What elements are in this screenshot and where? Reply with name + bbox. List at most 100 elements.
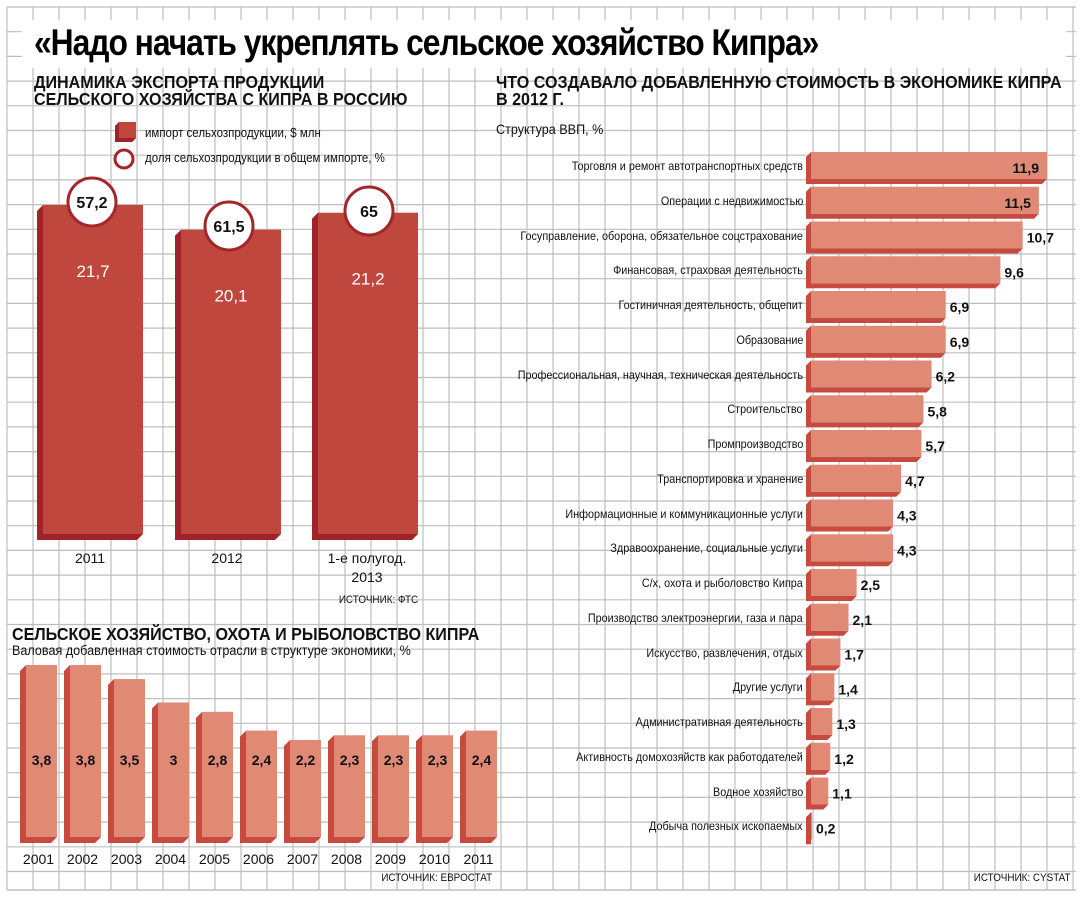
bar-icon	[115, 122, 136, 142]
agri-x-label: 2004	[155, 851, 186, 867]
gdp-bar-label: 4,3	[897, 542, 917, 558]
gdp-category-label: Образование	[736, 332, 803, 347]
export-x-label-2012: 2012	[211, 550, 243, 566]
gdp-bar-label: 1,4	[838, 681, 858, 697]
page-title: «Надо начать укреплять сельское хозяйств…	[34, 22, 819, 63]
gdp-bar-label: 5,7	[925, 438, 945, 454]
gdp-category-label: Транспортировка и хранение	[656, 471, 803, 486]
agri-bar-label: 3,5	[120, 752, 140, 768]
gdp-category-label: С/х, охота и рыболовство Кипра	[642, 576, 803, 590]
gdp-bar-label: 1,7	[844, 647, 864, 663]
legend-label-import: импорт сельхозпродукции, $ млн	[145, 126, 321, 140]
gdp-bar-label: 1,3	[836, 716, 856, 732]
agri-x-label: 2006	[243, 851, 274, 867]
gdp-category-label: Информационные и коммуникационные услуги	[565, 506, 803, 521]
agri-bar	[328, 735, 365, 843]
agri-x-label: 2005	[199, 851, 230, 867]
gdp-category-label: Водное хозяйство	[712, 784, 803, 799]
gdp-category-label: Административная деятельность	[635, 715, 803, 729]
gdp-bar-label: 4,7	[905, 473, 925, 489]
agri-bar	[196, 711, 233, 843]
export-chart: 21,7 20,1 21,2 57,2 61,5 65	[37, 176, 418, 540]
gdp-bar	[806, 742, 831, 775]
gdp-bar	[806, 152, 1047, 184]
gdp-bar-label: 0,2	[816, 820, 836, 836]
gdp-bar	[806, 325, 946, 358]
export-source: ИСТОЧНИК: ФТС	[338, 594, 418, 606]
agri-bar	[108, 679, 145, 843]
gdp-bar	[806, 812, 812, 845]
gdp-source: ИСТОЧНИК: CYSTAT	[973, 872, 1070, 884]
export-bar	[175, 229, 281, 540]
gdp-bar-label: 11,5	[1004, 195, 1031, 211]
gdp-category-label: Промпроизводство	[707, 437, 803, 451]
gdp-bar	[806, 221, 1023, 254]
gdp-bar	[806, 777, 829, 810]
gdp-bar	[806, 430, 922, 462]
gdp-category-label: Торговля и ремонт автотранспортных средс…	[571, 159, 803, 173]
agri-x-label: 2009	[375, 851, 406, 867]
share-circle-label: 57,2	[76, 195, 107, 212]
agri-bar	[64, 665, 101, 843]
share-circle	[203, 200, 255, 252]
gdp-chart-title-line-2: В 2012 Г.	[496, 89, 564, 109]
gdp-bar	[806, 395, 924, 428]
gdp-category-label: Финансовая, страховая деятельность	[613, 263, 803, 278]
agri-bar-label: 3,8	[76, 752, 96, 768]
agri-bar	[152, 702, 189, 843]
export-bar-label: 20,1	[214, 287, 247, 306]
gdp-category-label: Другие услуги	[733, 680, 803, 695]
gdp-category-label: Активность домохозяйств как работодателе…	[576, 749, 803, 764]
agri-bar	[240, 730, 277, 843]
share-circle	[343, 185, 395, 237]
gdp-chart: 11,9 11,5 10,7 9,6 6,9 6,9 6,2 5,8 5,7 4,7 4,3 4,3 2…	[806, 152, 1054, 845]
agri-bar	[416, 735, 453, 843]
agri-bar-label: 2,3	[384, 752, 404, 768]
gdp-bar-label: 6,9	[950, 299, 970, 315]
gdp-bar-label: 6,9	[950, 334, 970, 350]
agri-chart: 3,8 2001 3,8 2002 3,5 2003 3 2004 2,8 2005 2,4 2006…	[20, 665, 497, 867]
gdp-category-label: Здравоохранение, социальные услуги	[610, 541, 803, 556]
agri-bar-label: 3	[170, 752, 178, 768]
export-bar	[312, 212, 418, 540]
gdp-category-label: Добыча полезных ископаемых	[649, 819, 803, 834]
gdp-bar-label: 10,7	[1027, 230, 1054, 246]
gdp-bar-label: 2,5	[861, 577, 881, 593]
gdp-bar	[806, 360, 932, 393]
agri-bar-label: 2,4	[252, 752, 272, 768]
share-circle	[66, 176, 118, 228]
gdp-bar	[806, 638, 841, 671]
gdp-bar	[806, 569, 857, 601]
gdp-category-label: Гостиничная деятельность, общепит	[618, 298, 803, 312]
gdp-bar-label: 5,8	[927, 403, 947, 419]
gdp-bar	[806, 673, 835, 706]
gdp-bar-label: 6,2	[936, 369, 956, 385]
agri-chart-title: СЕЛЬСКОЕ ХОЗЯЙСТВО, ОХОТА И РЫБОЛОВСТВО …	[12, 624, 480, 644]
gdp-category-label: Строительство	[727, 402, 803, 417]
agri-bar-label: 2,8	[208, 752, 228, 768]
agri-x-label: 2001	[23, 851, 54, 867]
export-x-label-2011: 2011	[74, 550, 106, 566]
gdp-category-label: Профессиональная, научная, техническая д…	[517, 367, 803, 382]
agri-bar	[460, 730, 497, 843]
gdp-bar	[806, 291, 946, 323]
export-x-label-2013-line-1: 1-е полугод.	[327, 550, 407, 566]
title-box	[22, 20, 1066, 68]
legend-icons	[113, 122, 136, 170]
export-x-label-2013-line-2: 2013	[351, 569, 383, 585]
gdp-bar	[806, 186, 1039, 219]
agri-bar	[284, 739, 321, 843]
gdp-bar	[806, 708, 833, 740]
agri-x-label: 2002	[67, 851, 98, 867]
agri-bar-label: 2,4	[472, 752, 492, 768]
gdp-bar	[806, 603, 849, 636]
agri-source: ИСТОЧНИК: ЕВРОСТАТ	[381, 872, 492, 884]
agri-bar-label: 2,3	[428, 752, 448, 768]
share-circle-label: 61,5	[213, 219, 244, 236]
export-bar	[37, 205, 143, 540]
agri-bar	[372, 735, 409, 843]
agri-x-label: 2007	[287, 851, 318, 867]
legend-label-share: доля сельхозпродукции в общем импорте, %	[145, 151, 385, 165]
gdp-bar	[806, 256, 1001, 289]
agri-bar-label: 3,8	[32, 752, 52, 768]
